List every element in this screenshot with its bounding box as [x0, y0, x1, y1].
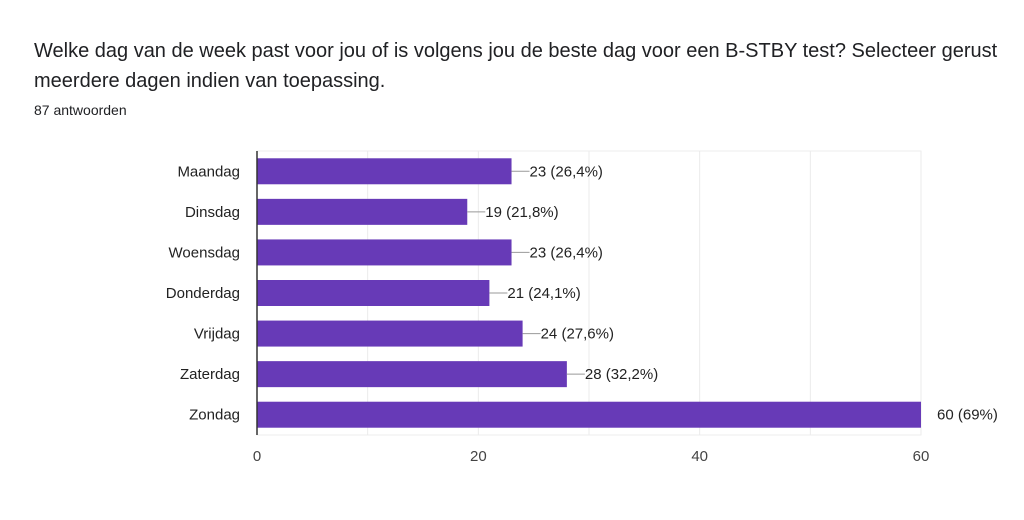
- bar-woensdag: [257, 239, 512, 266]
- bar-maandag: [257, 158, 512, 185]
- data-label: 23 (26,4%): [530, 244, 603, 261]
- data-label: 19 (21,8%): [485, 204, 558, 221]
- category-label: Zaterdag: [180, 366, 240, 383]
- category-label: Woensdag: [169, 244, 240, 261]
- x-tick-label: 40: [691, 448, 708, 465]
- bar-vrijdag: [257, 320, 523, 347]
- data-label: 24 (27,6%): [541, 326, 614, 343]
- x-tick-label: 0: [253, 448, 261, 465]
- bar-dinsdag: [257, 198, 468, 225]
- x-tick-label: 60: [913, 448, 930, 465]
- category-label: Zondag: [189, 407, 240, 424]
- bar-donderdag: [257, 280, 490, 306]
- data-label: 21 (24,1%): [507, 285, 580, 302]
- question-title: Welke dag van de week past voor jou of i…: [34, 40, 998, 92]
- category-label: Vrijdag: [194, 326, 240, 343]
- x-tick-label: 20: [470, 448, 487, 465]
- bar-zondag: [257, 401, 921, 428]
- category-label: Donderdag: [166, 285, 240, 302]
- category-label: Maandag: [177, 163, 240, 180]
- data-label: 28 (32,2%): [585, 366, 658, 383]
- data-label: 23 (26,4%): [530, 163, 603, 180]
- category-label: Dinsdag: [185, 204, 240, 221]
- data-label: 60 (69%): [937, 407, 998, 424]
- bar-zaterdag: [257, 361, 567, 388]
- response-count: 87 antwoorden: [34, 102, 127, 118]
